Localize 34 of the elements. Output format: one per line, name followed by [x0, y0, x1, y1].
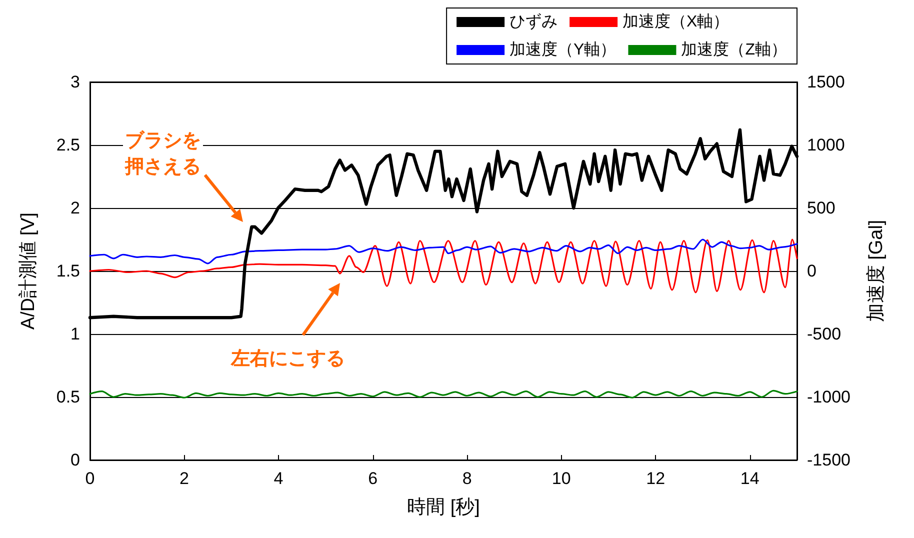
- y-tick-label: 1.5: [56, 262, 80, 280]
- y2-tick-label: 500: [807, 198, 836, 218]
- x-tick-label: 6: [368, 469, 378, 488]
- legend-label: ひずみ: [510, 12, 558, 30]
- legend-label: 加速度（Y軸）: [510, 40, 616, 58]
- y-tick-label: 0: [70, 450, 80, 470]
- y2-tick-label: 0: [807, 262, 816, 280]
- y-tick-label: 3: [70, 72, 80, 92]
- x-tick-label: 4: [274, 469, 284, 488]
- x-axis-title: 時間 [秒]: [407, 497, 480, 518]
- x-tick-label: 8: [462, 469, 472, 488]
- y-axis-title: A/D計測値 [V]: [18, 212, 39, 330]
- x-tick-label: 10: [552, 469, 571, 488]
- y2-axis-title: 加速度 [Gal]: [865, 220, 887, 322]
- x-tick-label: 0: [85, 469, 95, 488]
- y-tick-label: 2: [70, 198, 80, 218]
- y2-tick-label: 1000: [807, 136, 845, 154]
- line-series: [89, 390, 798, 398]
- line-series: [89, 238, 798, 294]
- y2-tick-label: -1000: [807, 388, 850, 406]
- y2-tick-label: 1500: [807, 72, 845, 92]
- y-tick-label: 2.5: [56, 136, 80, 154]
- legend-label: 加速度（Z軸）: [681, 40, 788, 58]
- y2-tick-label: -1500: [807, 450, 850, 470]
- line-series: [89, 238, 798, 264]
- x-tick-label: 14: [740, 469, 760, 488]
- annotation: 左右にこする: [230, 348, 345, 370]
- y2-tick-label: -500: [807, 324, 842, 344]
- x-tick-label: 12: [646, 469, 666, 488]
- x-tick-label: 2: [180, 469, 189, 488]
- legend-label: 加速度（X軸）: [622, 12, 730, 30]
- y-tick-label: 1: [70, 324, 80, 344]
- y-tick-label: 0.5: [56, 388, 80, 406]
- annotation: ブラシを押さえる: [124, 130, 201, 178]
